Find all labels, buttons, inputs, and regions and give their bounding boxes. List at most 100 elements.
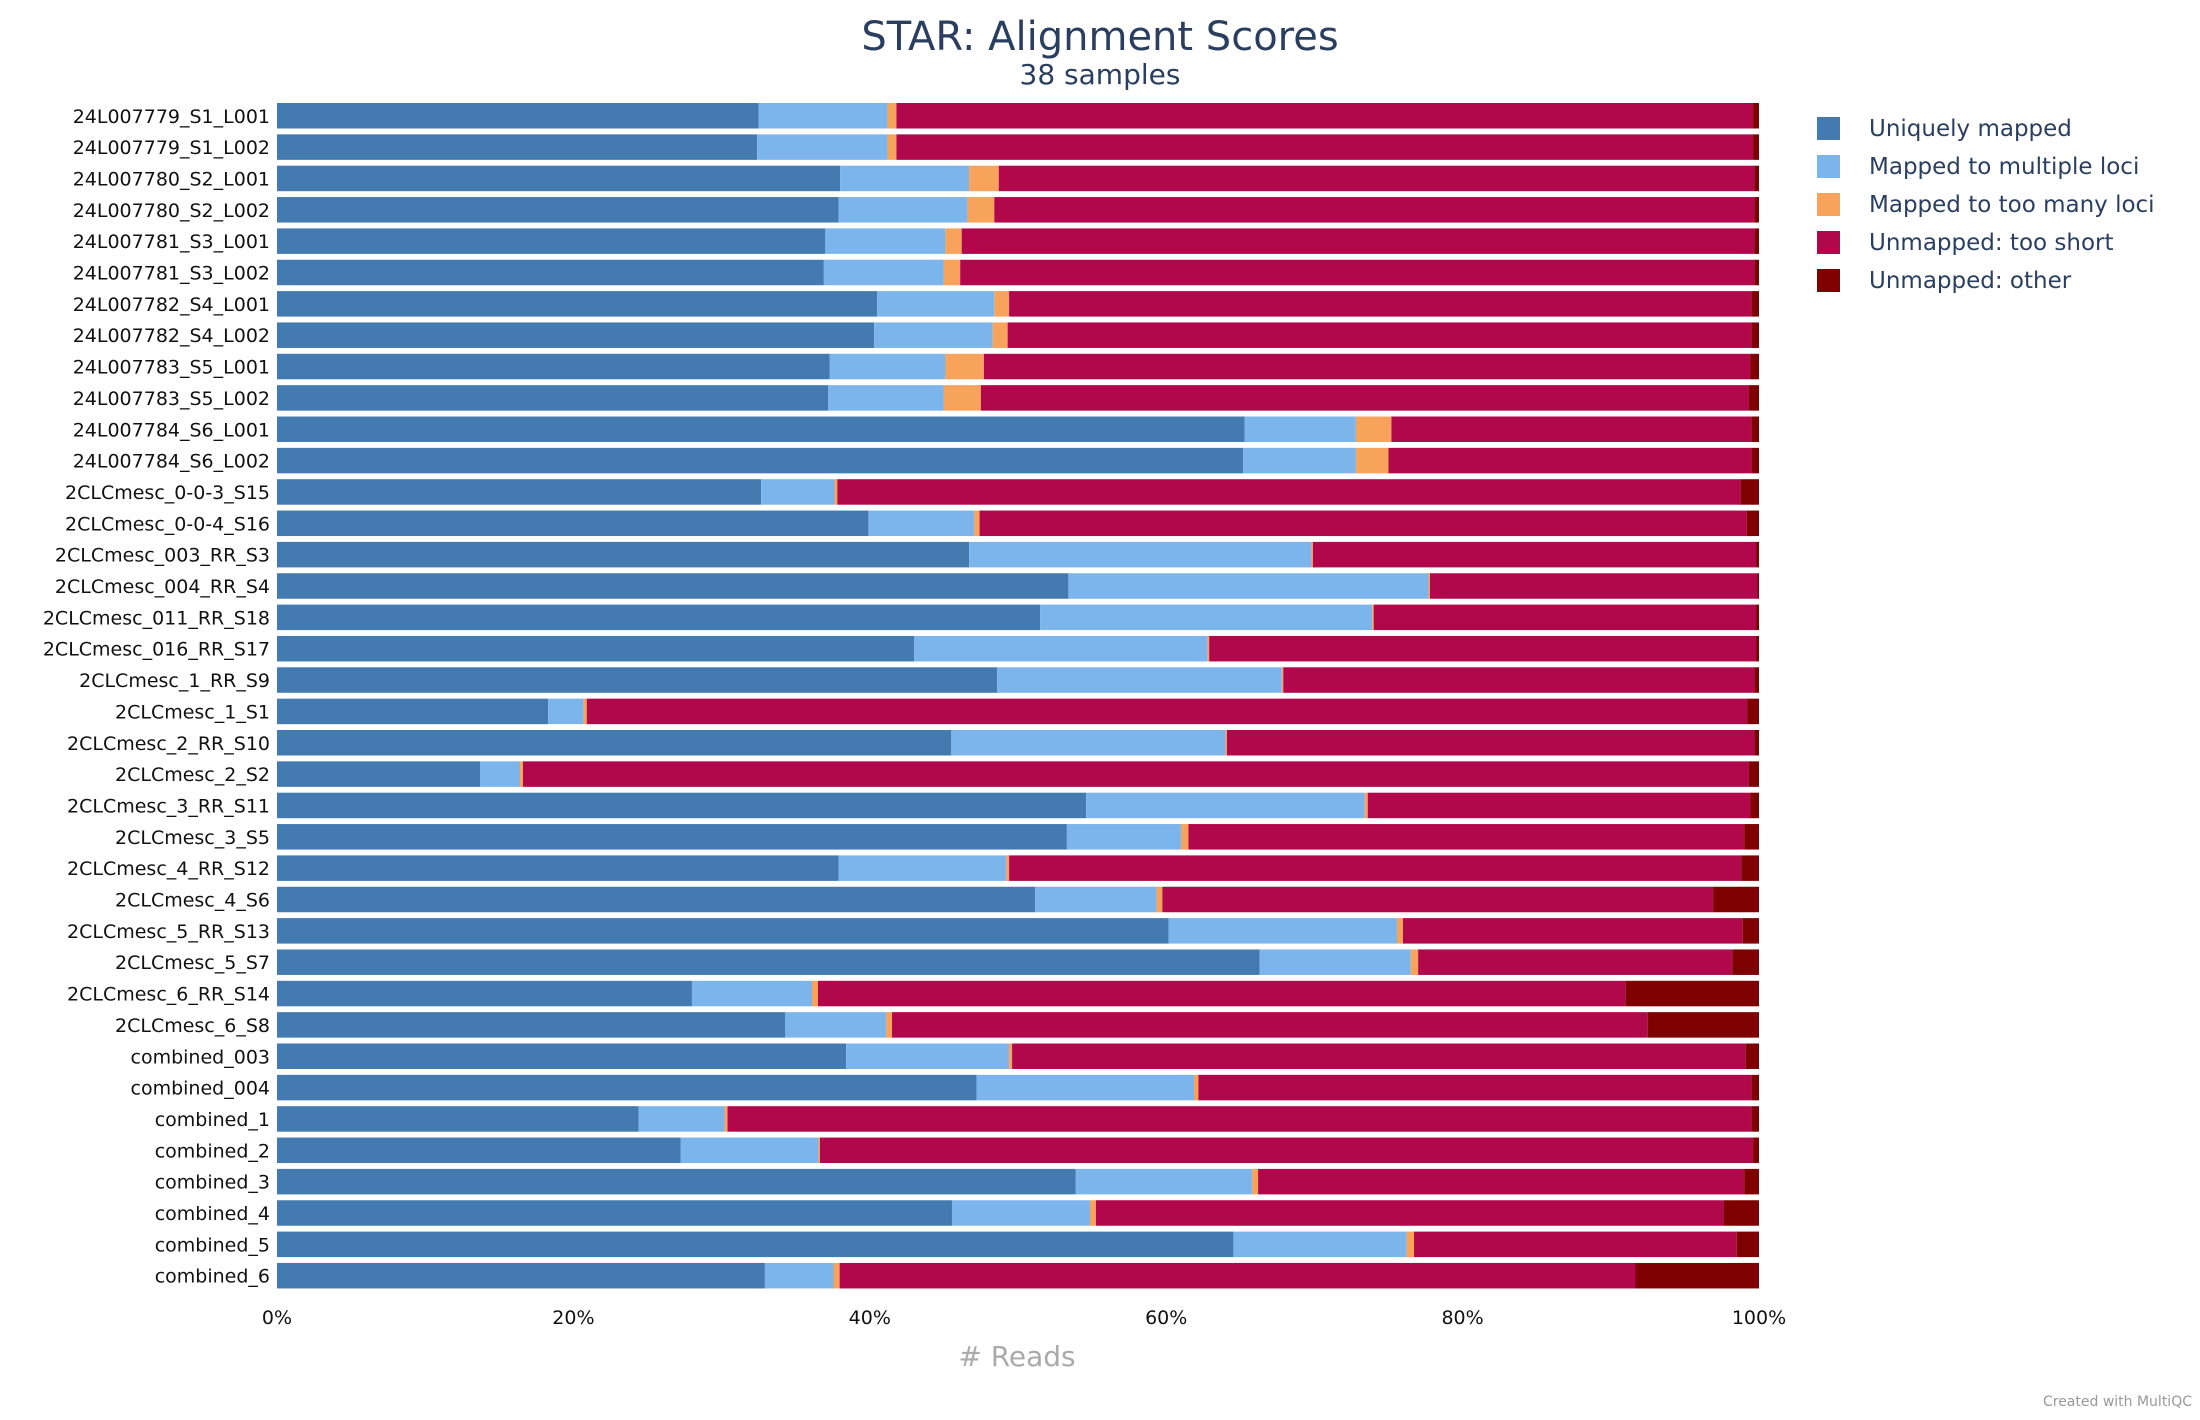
bar-segment-2-35[interactable] (1089, 1200, 1096, 1226)
bar-segment-1-34[interactable] (1075, 1168, 1253, 1195)
legend-swatch[interactable] (1817, 269, 1840, 292)
bar-segment-3-16[interactable] (1373, 604, 1757, 631)
bar-segment-2-18[interactable] (1281, 667, 1284, 693)
bar-segment-1-0[interactable] (758, 103, 888, 129)
bar-segment-3-34[interactable] (1258, 1168, 1745, 1195)
bar-segment-0-24[interactable] (277, 855, 839, 881)
bar-segment-2-8[interactable] (945, 353, 984, 380)
bar-segment-3-19[interactable] (586, 698, 1748, 725)
bar-segment-3-0[interactable] (896, 103, 1754, 129)
legend-label[interactable]: Mapped to too many loci (1869, 192, 2155, 218)
bar-segment-4-17[interactable] (1756, 635, 1759, 662)
bar-segment-4-15[interactable] (1757, 573, 1759, 599)
bar-segment-4-11[interactable] (1751, 447, 1759, 474)
legend-label[interactable]: Mapped to multiple loci (1869, 154, 2139, 180)
bar-segment-0-16[interactable] (277, 604, 1041, 631)
bar-segment-0-6[interactable] (277, 291, 878, 317)
bar-segment-2-30[interactable] (1009, 1043, 1013, 1070)
bar-segment-4-3[interactable] (1754, 197, 1759, 223)
bar-segment-3-26[interactable] (1402, 918, 1743, 944)
bar-segment-3-18[interactable] (1283, 667, 1755, 693)
bar-segment-3-32[interactable] (727, 1106, 1752, 1132)
bar-segment-2-21[interactable] (520, 761, 524, 787)
bar-segment-0-26[interactable] (277, 918, 1169, 944)
bar-segment-1-1[interactable] (757, 134, 888, 160)
bar-segment-4-30[interactable] (1745, 1043, 1759, 1070)
legend-swatch[interactable] (1817, 231, 1840, 254)
bar-segment-4-6[interactable] (1751, 291, 1759, 317)
bar-segment-4-1[interactable] (1753, 134, 1759, 160)
bar-segment-0-17[interactable] (277, 635, 915, 662)
bar-segment-0-15[interactable] (277, 573, 1069, 599)
bar-segment-1-29[interactable] (785, 1012, 887, 1038)
bar-segment-4-32[interactable] (1751, 1106, 1759, 1132)
legend-swatch[interactable] (1817, 117, 1840, 140)
bar-segment-2-29[interactable] (886, 1012, 893, 1038)
bar-segment-1-7[interactable] (874, 322, 993, 348)
bar-segment-2-1[interactable] (887, 134, 897, 160)
bar-segment-3-17[interactable] (1209, 635, 1757, 662)
bar-segment-1-2[interactable] (840, 165, 970, 192)
bar-segment-3-3[interactable] (994, 197, 1755, 223)
bar-segment-2-6[interactable] (994, 291, 1010, 317)
bar-segment-0-34[interactable] (277, 1168, 1076, 1195)
bar-segment-0-14[interactable] (277, 541, 970, 568)
bar-segment-0-19[interactable] (277, 698, 549, 725)
bar-segment-1-19[interactable] (548, 698, 584, 725)
bar-segment-1-8[interactable] (829, 353, 946, 380)
bar-segment-2-26[interactable] (1397, 918, 1403, 944)
bar-segment-2-10[interactable] (1355, 416, 1392, 443)
bar-segment-4-19[interactable] (1747, 698, 1759, 725)
bar-segment-0-13[interactable] (277, 510, 869, 537)
bar-segment-4-4[interactable] (1754, 228, 1759, 254)
bar-segment-3-25[interactable] (1162, 886, 1714, 913)
bar-segment-2-4[interactable] (945, 228, 962, 254)
bar-segment-0-33[interactable] (277, 1137, 681, 1164)
bar-segment-3-2[interactable] (998, 165, 1755, 192)
bar-segment-1-25[interactable] (1035, 886, 1157, 913)
bar-segment-2-33[interactable] (818, 1137, 820, 1164)
bar-segment-1-27[interactable] (1259, 949, 1411, 975)
bar-segment-0-1[interactable] (277, 134, 758, 160)
bar-segment-3-33[interactable] (819, 1137, 1754, 1164)
bar-segment-3-22[interactable] (1367, 792, 1751, 819)
bar-segment-1-35[interactable] (951, 1200, 1090, 1226)
bar-segment-1-6[interactable] (877, 291, 995, 317)
bar-segment-4-18[interactable] (1754, 667, 1759, 693)
bar-segment-2-28[interactable] (812, 980, 818, 1007)
legend-swatch[interactable] (1817, 193, 1840, 216)
bar-segment-3-21[interactable] (523, 761, 1749, 787)
bar-segment-4-8[interactable] (1750, 353, 1759, 380)
bar-segment-2-13[interactable] (974, 510, 980, 537)
bar-segment-1-13[interactable] (868, 510, 975, 537)
bar-segment-2-36[interactable] (1406, 1231, 1415, 1258)
bar-segment-2-16[interactable] (1372, 604, 1374, 631)
bar-segment-2-34[interactable] (1252, 1168, 1259, 1195)
bar-segment-0-28[interactable] (277, 980, 692, 1007)
bar-segment-0-32[interactable] (277, 1106, 639, 1132)
bar-segment-0-27[interactable] (277, 949, 1260, 975)
bar-segment-0-31[interactable] (277, 1074, 977, 1101)
bar-segment-1-31[interactable] (976, 1074, 1195, 1101)
bar-segment-2-11[interactable] (1355, 447, 1389, 474)
bar-segment-1-36[interactable] (1233, 1231, 1407, 1258)
bar-segment-1-33[interactable] (680, 1137, 819, 1164)
bar-segment-4-23[interactable] (1744, 824, 1759, 850)
bar-segment-4-28[interactable] (1625, 980, 1759, 1007)
bar-segment-1-23[interactable] (1066, 824, 1182, 850)
bar-segment-1-14[interactable] (969, 541, 1312, 568)
bar-segment-1-16[interactable] (1040, 604, 1373, 631)
bar-segment-0-3[interactable] (277, 197, 839, 223)
bar-segment-3-14[interactable] (1312, 541, 1757, 568)
bar-segment-3-4[interactable] (961, 228, 1755, 254)
bar-segment-4-31[interactable] (1751, 1074, 1759, 1101)
bar-segment-2-22[interactable] (1364, 792, 1368, 819)
bar-segment-4-14[interactable] (1756, 541, 1759, 568)
bar-segment-1-26[interactable] (1168, 918, 1398, 944)
bar-segment-1-18[interactable] (997, 667, 1282, 693)
bar-segment-4-22[interactable] (1750, 792, 1759, 819)
bar-segment-3-7[interactable] (1007, 322, 1752, 348)
bar-segment-4-20[interactable] (1754, 730, 1759, 756)
bar-segment-2-7[interactable] (992, 322, 1008, 348)
bar-segment-1-10[interactable] (1244, 416, 1356, 443)
